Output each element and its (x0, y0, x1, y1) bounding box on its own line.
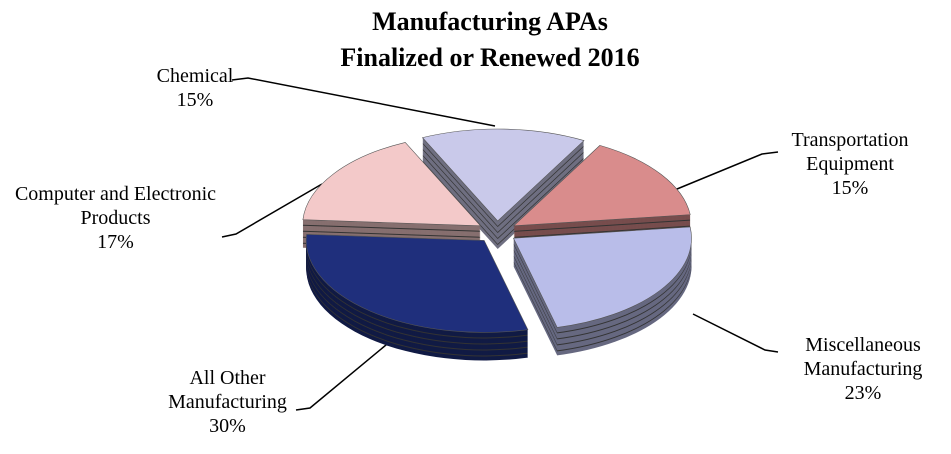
leader-line (295, 339, 393, 411)
category-label: Miscellaneous Manufacturing (803, 334, 923, 380)
slice-top (512, 145, 691, 227)
category-label: Transportation Equipment (791, 129, 909, 175)
category-label: Chemical (156, 65, 234, 87)
category-label: All Other Manufacturing (168, 367, 287, 413)
slice-top (513, 226, 692, 328)
pie (302, 128, 692, 361)
value-label: 23% (844, 382, 882, 404)
slice-top (305, 234, 529, 333)
pie-slice (421, 128, 585, 250)
value-label: 15% (831, 177, 869, 199)
pie-slice (302, 142, 482, 254)
slice-label: Computer and Electronic Products 17% (8, 182, 223, 254)
leader-line (221, 183, 323, 238)
leader-lines (221, 77, 779, 411)
slice-label: Transportation Equipment 15% (775, 128, 925, 200)
value-label: 17% (97, 231, 134, 253)
pie-slice (305, 234, 529, 361)
leader-line (231, 77, 496, 127)
value-label: 30% (209, 415, 246, 437)
leader-line (659, 151, 779, 197)
slice-top (302, 142, 482, 227)
slice-label: All Other Manufacturing 30% (155, 366, 300, 438)
leader-line (692, 313, 779, 353)
chart-title: Finalized or Renewed 2016 (340, 43, 639, 72)
category-label: Computer and Electronic Products (14, 183, 217, 229)
slice-top (421, 128, 585, 222)
chart-title: Manufacturing APAs (372, 7, 608, 36)
slice-label: Miscellaneous Manufacturing 23% (778, 333, 948, 405)
pie-slice (512, 145, 691, 254)
pie-slice (513, 226, 692, 356)
value-label: 15% (176, 89, 214, 111)
slice-label: Chemical 15% (150, 64, 240, 112)
